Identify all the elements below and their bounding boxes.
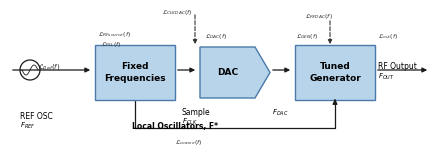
Polygon shape — [200, 47, 270, 98]
Text: Fixed
Frequencies: Fixed Frequencies — [104, 62, 165, 83]
Text: $F_{CLK}$: $F_{CLK}$ — [181, 117, 197, 127]
Text: DAC: DAC — [217, 68, 237, 77]
Text: REF OSC: REF OSC — [20, 112, 53, 121]
Text: Local Oscillators, F*: Local Oscillators, F* — [132, 122, 217, 131]
Text: $F_{DAC}$: $F_{DAC}$ — [271, 108, 288, 118]
Text: $\mathcal{L}_{DAC}(f)$: $\mathcal{L}_{DAC}(f)$ — [204, 32, 227, 41]
Text: $\mathcal{L}_{RFDAC}(f)$: $\mathcal{L}_{RFDAC}(f)$ — [304, 12, 332, 21]
Text: $\mathcal{L}_{coarse}(f)$: $\mathcal{L}_{coarse}(f)$ — [174, 138, 202, 145]
Text: $F_{OUT}$: $F_{OUT}$ — [377, 72, 394, 82]
Text: $\mathcal{L}_{GEN}(f)$: $\mathcal{L}_{GEN}(f)$ — [295, 32, 318, 41]
Text: $\mathcal{L}_{Ref}(f)$: $\mathcal{L}_{Ref}(f)$ — [38, 62, 60, 72]
Text: RF Output: RF Output — [377, 62, 416, 71]
Text: $\mathcal{L}_{CLKDAC}(f)$: $\mathcal{L}_{CLKDAC}(f)$ — [161, 8, 192, 17]
FancyBboxPatch shape — [95, 45, 174, 100]
Text: $\mathcal{L}_{RFsource}(f)$: $\mathcal{L}_{RFsource}(f)$ — [98, 30, 131, 39]
Text: $\mathcal{L}_{PLL}(f)$: $\mathcal{L}_{PLL}(f)$ — [101, 40, 121, 49]
Text: $\mathcal{L}_{out}(f)$: $\mathcal{L}_{out}(f)$ — [377, 32, 397, 41]
Text: Sample: Sample — [181, 108, 210, 117]
Text: $F_{REF}$: $F_{REF}$ — [20, 121, 35, 131]
FancyBboxPatch shape — [294, 45, 374, 100]
Text: Tuned
Generator: Tuned Generator — [309, 62, 360, 83]
